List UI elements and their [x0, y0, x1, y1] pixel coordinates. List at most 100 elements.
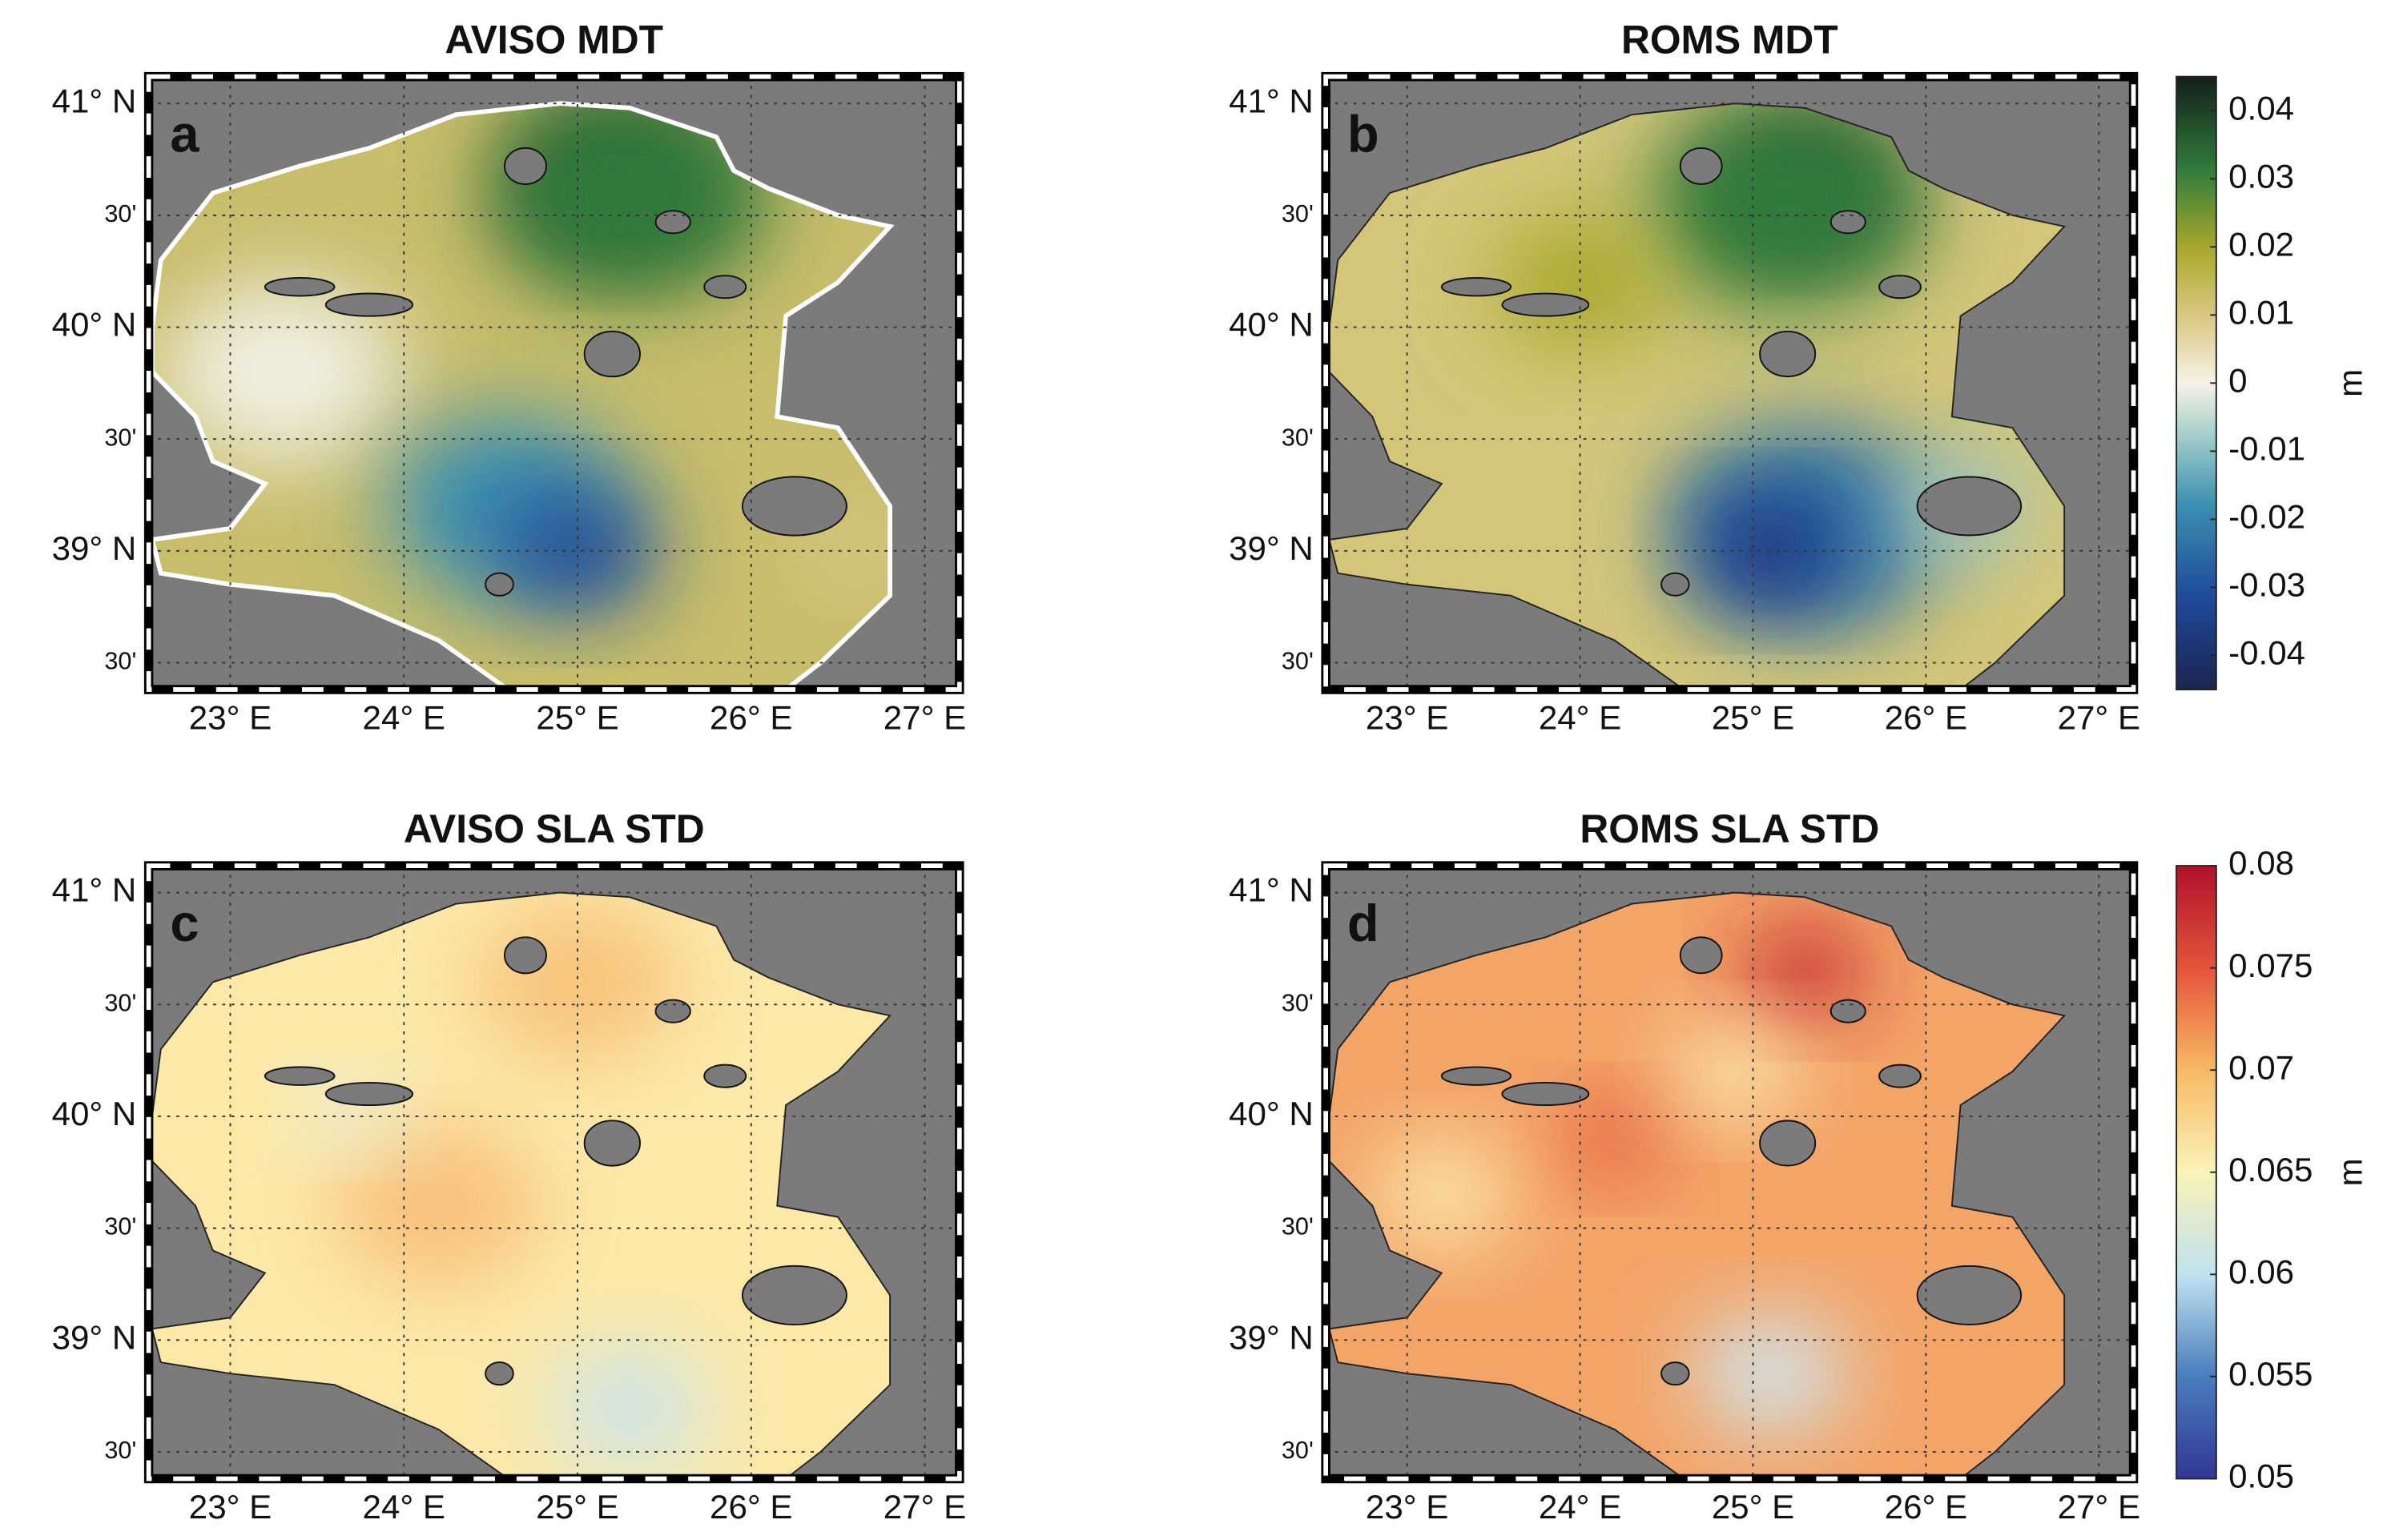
panel-letter: c [170, 894, 199, 952]
island [1440, 1066, 1512, 1086]
island [485, 572, 514, 597]
y-tick-label: 30' [104, 200, 136, 227]
x-tick-label: 27° E [884, 698, 966, 736]
island [741, 476, 847, 537]
island [1501, 1082, 1590, 1107]
island [1878, 275, 1922, 300]
y-tick-label: 30' [104, 1437, 136, 1464]
coastline [151, 891, 892, 1480]
colorbar-tick-label: 0.055 [2228, 1355, 2313, 1393]
y-tick-label: 30' [104, 989, 136, 1016]
y-tick-label: 39° N [52, 529, 137, 567]
island [654, 999, 691, 1023]
colorbar-tick-label: -0.03 [2228, 566, 2305, 604]
colorbar-tick-label: 0 [2228, 361, 2247, 399]
colorbar-label: m [2331, 369, 2369, 397]
y-tick-label: 30' [104, 1213, 136, 1240]
island [654, 210, 691, 235]
panel-letter: d [1347, 894, 1379, 952]
colorbar-tick-label: -0.02 [2228, 498, 2305, 536]
y-tick-label: 39° N [1229, 529, 1314, 567]
y-tick-label: 41° N [52, 871, 137, 909]
y-tick-label: 30' [1282, 1213, 1314, 1240]
x-tick-label: 25° E [1712, 698, 1794, 736]
panel-letter: a [170, 104, 199, 163]
colorbar-tick-label: 0.04 [2228, 89, 2294, 127]
sea-field [151, 103, 891, 690]
frame-dash [146, 74, 962, 692]
field-blob [551, 1348, 708, 1466]
y-tick-label: 41° N [52, 82, 137, 119]
x-tick-label: 24° E [363, 698, 445, 736]
coastline [149, 101, 895, 692]
island [1660, 1361, 1690, 1386]
island [264, 277, 336, 297]
x-tick-label: 24° E [1539, 1488, 1621, 1526]
panel-title: AVISO MDT [445, 18, 663, 62]
x-tick-label: 23° E [1366, 1488, 1448, 1526]
colorbar-tick-label: 0.03 [2228, 157, 2294, 195]
x-tick-label: 26° E [710, 698, 792, 736]
x-tick-label: 26° E [710, 1488, 792, 1526]
island [1440, 277, 1512, 297]
island [503, 936, 547, 975]
field-blob [473, 903, 682, 1060]
sea-field [1329, 892, 2065, 1479]
y-tick-label: 30' [104, 648, 136, 675]
island [1829, 999, 1866, 1023]
island [264, 1066, 336, 1086]
panel-title: ROMS MDT [1621, 18, 1838, 62]
island [741, 1265, 847, 1325]
x-tick-label: 23° E [189, 1488, 272, 1526]
colorbar-tick-label: 0.075 [2228, 947, 2313, 984]
frame-dash [1323, 74, 2136, 692]
y-tick-label: 40° N [52, 306, 137, 344]
island [324, 292, 414, 317]
x-tick-label: 27° E [884, 1488, 966, 1526]
island [703, 1064, 747, 1088]
y-tick-label: 30' [104, 424, 136, 451]
island [503, 147, 547, 185]
field-blob [803, 512, 891, 590]
coastline [1328, 891, 2066, 1480]
island [1916, 476, 2023, 537]
frame-dash [1323, 863, 2136, 1482]
field-blob [1372, 1142, 1511, 1247]
y-tick-label: 30' [1282, 1437, 1314, 1464]
y-tick-label: 30' [1282, 424, 1314, 451]
colorbar-tick-label: -0.01 [2228, 430, 2305, 468]
colorbar-tick-label: 0.06 [2228, 1253, 2294, 1290]
panel-title: AVISO SLA STD [404, 806, 705, 851]
y-tick-label: 39° N [1229, 1318, 1314, 1356]
colorbar-tick-label: 0.05 [2228, 1458, 2294, 1495]
y-tick-label: 30' [1282, 200, 1314, 227]
x-tick-label: 25° E [536, 1488, 618, 1526]
island [583, 1120, 641, 1167]
x-tick-label: 27° E [2058, 1488, 2140, 1526]
x-tick-label: 24° E [363, 1488, 445, 1526]
panel-title: ROMS SLA STD [1580, 806, 1879, 851]
island [1759, 331, 1817, 378]
frame-dash [146, 863, 962, 1482]
x-tick-label: 26° E [1885, 1488, 1967, 1526]
island [1759, 1120, 1817, 1167]
island [1829, 210, 1866, 235]
island [1878, 1064, 1922, 1088]
y-tick-label: 30' [1282, 648, 1314, 675]
y-tick-label: 40° N [52, 1095, 137, 1132]
field-blob [160, 280, 405, 464]
field-blob [1562, 1100, 1667, 1178]
panel-letter: b [1347, 104, 1379, 163]
sea [1329, 892, 2065, 1479]
island [1679, 147, 1723, 185]
colorbar-tick-label: 0.08 [2228, 844, 2294, 882]
x-tick-label: 25° E [1712, 1488, 1794, 1526]
coastline [1328, 103, 2066, 691]
x-tick-label: 26° E [1885, 698, 1967, 736]
y-tick-label: 41° N [1229, 82, 1314, 119]
field-blob [490, 103, 769, 297]
field-blob [1744, 925, 1866, 1017]
field-blob [1648, 103, 1926, 308]
colorbar [2176, 75, 2217, 691]
y-tick-label: 40° N [1229, 1095, 1314, 1132]
